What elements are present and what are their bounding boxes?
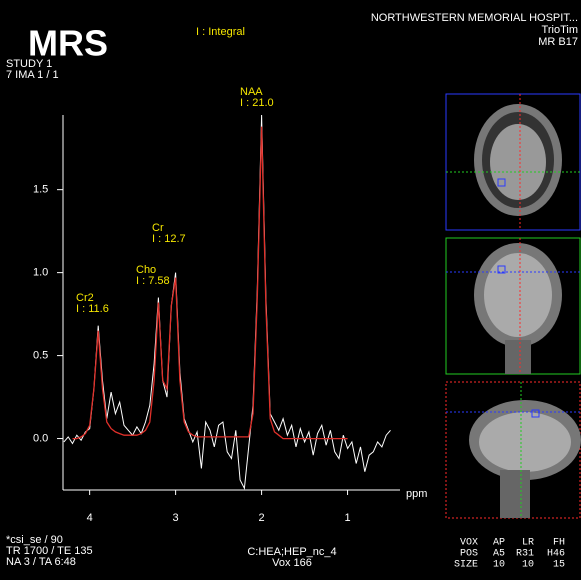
peak-integral: I : 7.58 — [136, 275, 170, 287]
voxel-cell: A5 — [493, 549, 505, 560]
mri-axial — [446, 94, 580, 230]
institution: NORTHWESTERN MEMORIAL HOSPIT... — [371, 12, 578, 24]
voxel-header: VOX — [460, 538, 478, 549]
scanner: TrioTim — [542, 24, 578, 36]
software: MR B17 — [538, 36, 578, 48]
mri-sagittal — [446, 382, 581, 518]
mri-coronal — [446, 238, 580, 374]
y-tick-label: 0.5 — [33, 350, 48, 362]
x-axis-label: ppm — [406, 488, 427, 500]
y-tick-label: 1.0 — [33, 267, 48, 279]
voxel-cell: 15 — [553, 560, 565, 571]
y-tick-label: 1.5 — [33, 184, 48, 196]
x-tick-label: 1 — [344, 512, 350, 524]
peak-integral: I : 21.0 — [240, 97, 274, 109]
voxel-cell: POS — [460, 549, 478, 560]
x-tick-label: 4 — [87, 512, 93, 524]
x-tick-label: 3 — [173, 512, 179, 524]
x-tick-label: 2 — [259, 512, 265, 524]
voxel-cell: 10 — [522, 560, 534, 571]
screen: MRS I : Integral NORTHWESTERN MEMORIAL H… — [0, 0, 581, 580]
voxel-cell: R31 — [516, 549, 534, 560]
voxel-header: AP — [493, 538, 505, 549]
peak-integral: I : 12.7 — [152, 233, 186, 245]
voxel-cell: 10 — [493, 560, 505, 571]
averages: NA 3 / TA 6:48 — [6, 556, 76, 568]
voxel: Vox 166 — [272, 557, 312, 569]
voxel-header: FH — [553, 538, 565, 549]
voxel-cell: SIZE — [454, 560, 478, 571]
peak-integral: I : 11.6 — [76, 303, 109, 315]
voxel-cell: H46 — [547, 549, 565, 560]
legend-note: I : Integral — [196, 26, 245, 38]
y-tick-label: 0.0 — [33, 432, 48, 444]
image: 7 IMA 1 / 1 — [6, 69, 59, 81]
voxel-header: LR — [522, 538, 534, 549]
